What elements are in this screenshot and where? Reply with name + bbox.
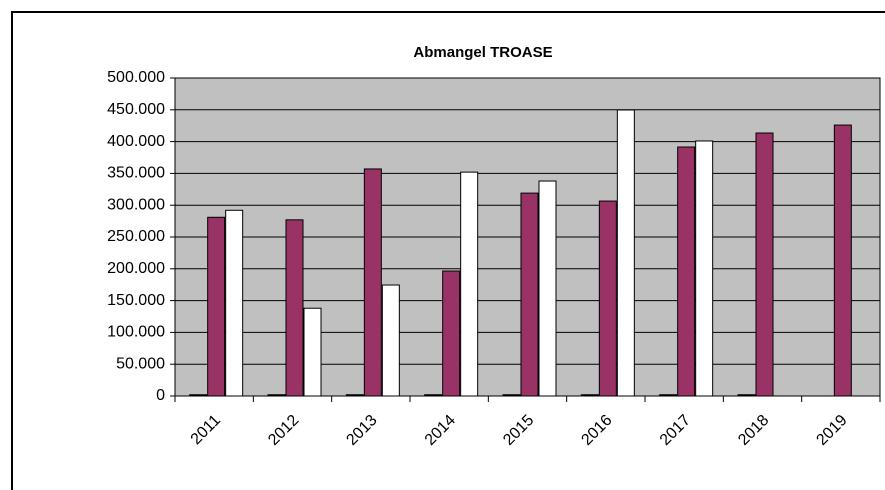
y-tick-label: 450.000 (107, 101, 165, 118)
bar (677, 146, 696, 397)
bar (189, 394, 208, 397)
bar (442, 270, 461, 397)
bar (616, 109, 635, 397)
bar (207, 216, 226, 397)
bar (285, 219, 304, 397)
y-tick-label: 300.000 (107, 196, 165, 213)
bar (363, 168, 382, 397)
y-tick-label: 150.000 (107, 292, 165, 309)
bar (598, 200, 617, 397)
bar (580, 394, 599, 397)
y-tick-label: 100.000 (107, 324, 165, 341)
y-tick-label: 200.000 (107, 260, 165, 277)
y-tick-label: 500.000 (107, 69, 165, 86)
bar (755, 132, 774, 397)
bar (502, 394, 521, 397)
bar (695, 140, 714, 397)
bar (267, 394, 286, 397)
y-tick-label: 400.000 (107, 133, 165, 150)
bar (833, 124, 852, 397)
y-tick-label: 0 (156, 387, 165, 404)
bar (225, 209, 244, 397)
bar (381, 284, 400, 397)
y-tick-label: 50.000 (116, 355, 165, 372)
y-tick-label: 250.000 (107, 228, 165, 245)
bar (538, 180, 557, 397)
bar (424, 394, 443, 397)
bar (520, 192, 539, 397)
bar (303, 307, 322, 397)
y-tick-label: 350.000 (107, 165, 165, 182)
bar (345, 394, 364, 397)
bar (737, 394, 756, 397)
chart-title: Abmangel TROASE (413, 44, 552, 61)
bar (460, 171, 479, 397)
bar (659, 394, 678, 397)
